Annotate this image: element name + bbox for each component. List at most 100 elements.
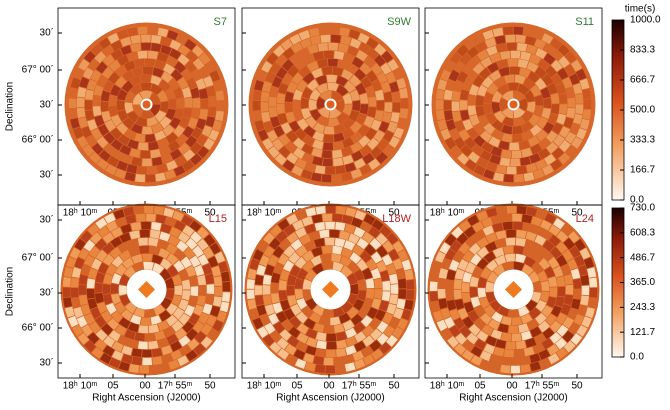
x-tick-label: 17ʰ 55ᵐ [525, 381, 560, 392]
exposure-cell [462, 131, 467, 139]
exposure-cell [386, 147, 392, 154]
exposure-cell [361, 167, 369, 171]
exposure-cell [492, 150, 501, 153]
exposure-cell [555, 124, 559, 132]
exposure-cell [90, 81, 93, 90]
exposure-cell [306, 211, 315, 213]
exposure-cell [494, 31, 503, 33]
exposure-cell [497, 259, 505, 263]
exposure-cell [527, 235, 536, 238]
exposure-cell [222, 263, 225, 272]
exposure-cell [172, 152, 180, 157]
exposure-cell [540, 118, 545, 126]
exposure-cell [486, 41, 495, 44]
exposure-cell [169, 363, 178, 366]
exposure-cell [143, 70, 152, 71]
exposure-cell [344, 323, 352, 327]
exposure-cell [397, 129, 401, 138]
colorbar-tick-label: 166.7 [630, 165, 655, 176]
exposure-cell [370, 161, 378, 166]
exposure-cell [160, 235, 169, 238]
colorbar-tick-label: 333.3 [630, 135, 655, 146]
exposure-cell [461, 223, 468, 229]
exposure-cell [395, 93, 396, 102]
exposure-cell [285, 51, 292, 57]
exposure-cell [144, 266, 153, 267]
exposure-cell [123, 296, 127, 304]
exposure-cell [466, 230, 473, 236]
exposure-cell [133, 360, 142, 361]
exposure-cell [405, 261, 408, 270]
exposure-cell [261, 72, 265, 81]
exposure-cell [512, 337, 521, 338]
exposure-cell [293, 45, 301, 50]
exposure-cell [111, 333, 119, 338]
exposure-cell [578, 257, 582, 265]
exposure-cell [490, 283, 491, 292]
colorbar-tick-label: 486.7 [630, 252, 655, 263]
exposure-cell [545, 330, 552, 336]
exposure-cell [480, 106, 482, 115]
exposure-cell [316, 169, 325, 170]
exposure-cell [518, 63, 527, 65]
exposure-cell [257, 91, 258, 100]
exposure-cell [564, 305, 567, 314]
exposure-cell [170, 268, 175, 276]
exposure-cell [504, 178, 513, 179]
exposure-cell [195, 129, 200, 137]
exposure-cell [555, 221, 563, 226]
exposure-cell [321, 99, 323, 108]
exposure-cell [298, 260, 304, 267]
exposure-cell [272, 315, 276, 323]
exposure-cell [485, 79, 491, 86]
exposure-cell [330, 111, 338, 115]
exposure-cell [573, 335, 579, 342]
exposure-cell [69, 308, 72, 317]
exposure-cell [516, 39, 525, 40]
exposure-cell [516, 242, 525, 243]
exposure-cell [124, 211, 133, 213]
exposure-cell [391, 123, 394, 132]
y-tick-label: 66° 00´ [22, 322, 54, 334]
exposure-cell [466, 253, 471, 260]
exposure-cell [275, 274, 277, 283]
exposure-cell [343, 158, 352, 161]
exposure-cell [322, 258, 331, 259]
exposure-cell [521, 160, 530, 162]
exposure-cell [350, 33, 359, 36]
exposure-cell [125, 84, 131, 91]
exposure-cell [324, 313, 333, 314]
exposure-cell [199, 119, 202, 128]
exposure-cell [305, 138, 313, 143]
exposure-cell [457, 82, 460, 91]
exposure-cell [294, 305, 299, 313]
exposure-cell [353, 154, 361, 158]
exposure-cell [153, 71, 162, 74]
exposure-cell [385, 314, 389, 322]
exposure-cell [341, 259, 349, 263]
exposure-cell [282, 84, 285, 93]
exposure-cell [283, 42, 291, 47]
exposure-cell [110, 266, 115, 274]
exposure-cell [280, 351, 287, 356]
exposure-cell [434, 272, 436, 281]
exposure-cell [323, 265, 332, 266]
exposure-cell [465, 343, 472, 349]
exposure-cell [305, 89, 309, 97]
exposure-cell [314, 360, 323, 362]
exposure-cell [188, 353, 196, 358]
exposure-cell [135, 336, 144, 337]
exposure-cell [201, 256, 205, 264]
colorbar-tick-label: 500.0 [630, 105, 655, 116]
exposure-cell [129, 326, 138, 329]
exposure-cell [292, 319, 298, 326]
exposure-cell [354, 60, 362, 65]
exposure-cell [162, 357, 171, 360]
exposure-cell [186, 42, 194, 47]
exposure-cell [171, 81, 177, 89]
exposure-cell [171, 230, 179, 234]
exposure-cell [324, 138, 333, 139]
exposure-cell [278, 57, 284, 64]
exposure-cell [485, 173, 494, 176]
exposure-cell [285, 62, 291, 69]
